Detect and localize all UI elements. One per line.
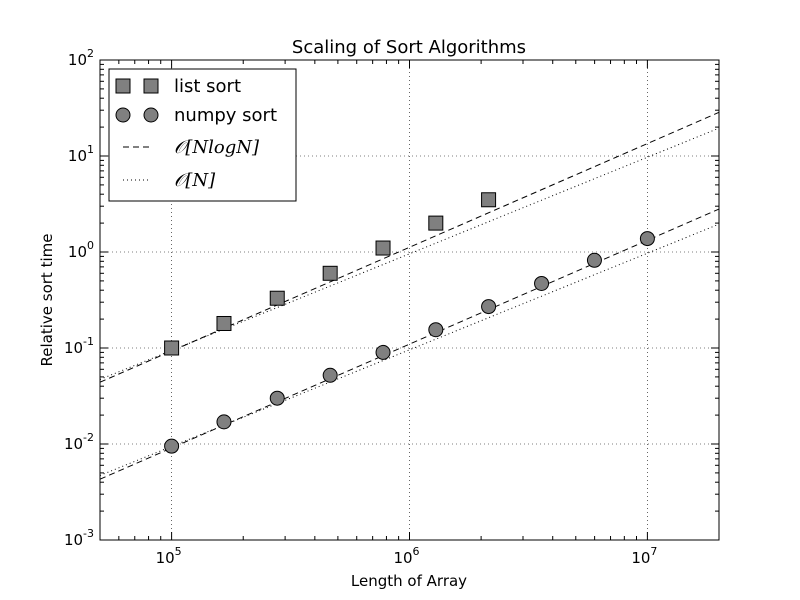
numpy-sort-point	[322, 367, 338, 383]
y-tick-label: 10-3	[64, 527, 94, 549]
y-tick-exponent: -1	[83, 335, 94, 348]
list-sort-point	[164, 340, 180, 356]
x-tick-base: 10	[393, 549, 412, 567]
list-sort-point	[375, 240, 391, 256]
legend-label: list sort	[174, 76, 241, 97]
y-tick-exponent: 2	[87, 47, 94, 60]
y-axis-label: Relative sort time	[38, 234, 56, 367]
y-tick-base: 10	[64, 435, 83, 453]
legend-marker	[143, 78, 159, 94]
nlogn-reference-line	[99, 111, 720, 383]
numpy-sort-point	[534, 275, 550, 291]
list-sort-point	[428, 215, 444, 231]
legend-label: numpy sort	[174, 105, 277, 126]
numpy-sort-point	[639, 231, 655, 247]
list-sort-point	[216, 315, 232, 331]
x-tick-exponent: 5	[175, 545, 182, 558]
legend-label: 𝒪[NlogN]	[174, 137, 260, 158]
y-tick-exponent: -3	[83, 527, 94, 540]
y-tick-base: 10	[64, 339, 83, 357]
data-points	[164, 192, 655, 454]
x-tick-label: 107	[631, 545, 657, 567]
chart-title: Scaling of Sort Algorithms	[292, 37, 526, 58]
legend-marker	[115, 78, 131, 94]
list-sort-point	[322, 265, 338, 281]
x-tick-label: 105	[156, 545, 182, 567]
x-tick-exponent: 7	[650, 545, 657, 558]
y-tick-label: 100	[68, 239, 94, 261]
y-tick-exponent: 1	[87, 143, 94, 156]
numpy-sort-point	[586, 252, 602, 268]
y-tick-exponent: -2	[83, 431, 94, 444]
y-tick-base: 10	[68, 51, 87, 69]
legend-marker	[115, 107, 131, 123]
nlogn-reference-line	[99, 208, 720, 480]
y-tick-label: 10-1	[64, 335, 94, 357]
legend-label-main: [N]	[185, 170, 216, 191]
numpy-sort-point	[269, 390, 285, 406]
x-tick-exponent: 6	[413, 545, 420, 558]
legend-label-main: [NlogN]	[185, 137, 260, 158]
y-tick-exponent: 0	[87, 239, 94, 252]
y-tick-label: 102	[68, 47, 94, 69]
y-tick-base: 10	[68, 243, 87, 261]
y-tick-base: 10	[68, 147, 87, 165]
x-tick-base: 10	[631, 549, 650, 567]
x-axis-label: Length of Array	[351, 572, 467, 590]
legend-label: 𝒪[N]	[174, 170, 216, 191]
numpy-sort-point	[481, 299, 497, 315]
list-sort-point	[269, 290, 285, 306]
legend-box	[108, 68, 297, 202]
linear-reference-line	[99, 127, 720, 380]
legend: list sort numpy sort 𝒪[NlogN] 𝒪[N]	[108, 68, 297, 202]
numpy-sort-point	[428, 322, 444, 338]
numpy-sort-point	[375, 344, 391, 360]
x-tick-label: 106	[393, 545, 419, 567]
reference-lines	[99, 111, 720, 480]
linear-reference-line	[99, 223, 720, 476]
y-tick-label: 101	[68, 143, 94, 165]
y-tick-label: 10-2	[64, 431, 94, 453]
y-tick-base: 10	[64, 531, 83, 549]
list-sort-point	[481, 192, 497, 208]
numpy-sort-point	[216, 414, 232, 430]
x-tick-base: 10	[156, 549, 175, 567]
legend-marker	[143, 107, 159, 123]
numpy-sort-point	[164, 438, 180, 454]
